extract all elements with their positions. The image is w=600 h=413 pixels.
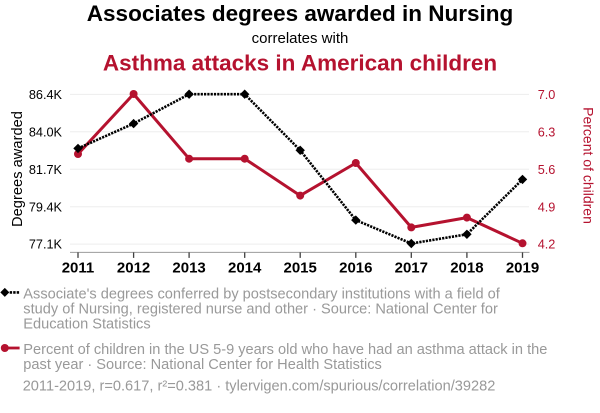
svg-text:2013: 2013 — [172, 260, 205, 277]
svg-text:2017: 2017 — [395, 260, 428, 277]
svg-text:86.4K: 86.4K — [29, 88, 63, 102]
svg-text:Percent of children: Percent of children — [581, 107, 597, 224]
svg-text:2014: 2014 — [228, 260, 262, 277]
svg-text:2018: 2018 — [450, 260, 483, 277]
svg-text:Education Statistics: Education Statistics — [23, 316, 150, 332]
svg-text:2011-2019, r=0.617, r²=0.381 ·: 2011-2019, r=0.617, r²=0.381 · tylervige… — [23, 379, 496, 395]
svg-text:Associates degrees awarded in: Associates degrees awarded in Nursing — [87, 1, 513, 26]
svg-text:79.4K: 79.4K — [29, 200, 63, 214]
svg-text:Percent of children in the US: Percent of children in the US 5-9 years … — [23, 342, 547, 358]
svg-text:past year · Source: National C: past year · Source: National Center for … — [23, 357, 382, 373]
svg-text:4.2: 4.2 — [538, 238, 556, 252]
svg-text:Associate's degrees conferred: Associate's degrees conferred by postsec… — [23, 286, 500, 302]
svg-text:84.0K: 84.0K — [29, 125, 63, 139]
svg-text:2015: 2015 — [284, 260, 317, 277]
svg-text:2011: 2011 — [62, 260, 95, 277]
svg-text:Degrees awarded: Degrees awarded — [10, 111, 26, 227]
svg-text:study of Nursing, registered n: study of Nursing, registered nurse and o… — [23, 301, 498, 317]
svg-text:77.1K: 77.1K — [29, 238, 63, 252]
svg-text:correlates with: correlates with — [252, 30, 349, 47]
svg-text:6.3: 6.3 — [538, 125, 556, 139]
svg-text:Asthma attacks in American chi: Asthma attacks in American children — [103, 51, 497, 76]
svg-text:2012: 2012 — [117, 260, 150, 277]
svg-text:7.0: 7.0 — [538, 88, 556, 102]
svg-text:5.6: 5.6 — [538, 163, 556, 177]
svg-text:81.7K: 81.7K — [29, 163, 63, 177]
svg-text:2019: 2019 — [506, 260, 539, 277]
svg-text:2016: 2016 — [339, 260, 372, 277]
svg-text:4.9: 4.9 — [538, 200, 556, 214]
